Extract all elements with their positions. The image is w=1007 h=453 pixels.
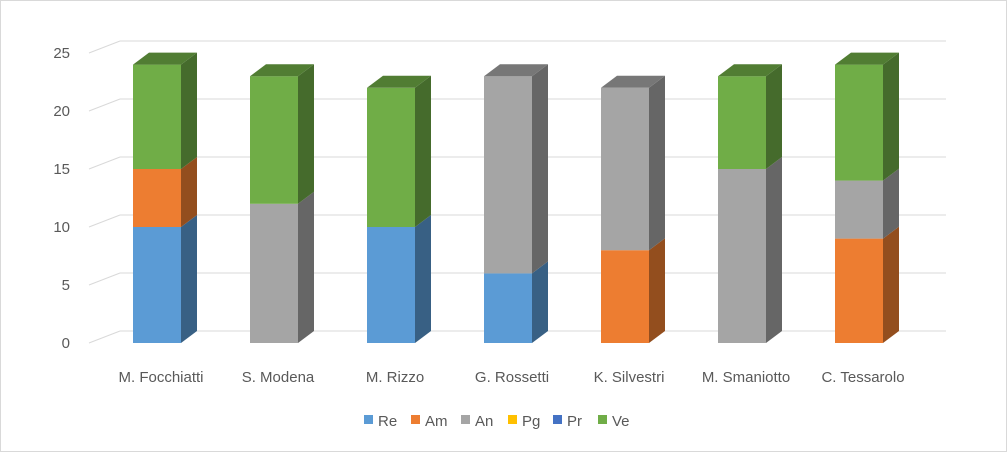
y-axis-ticks: 0 5 10 15 20 25 [53, 45, 70, 352]
gridline-depth [88, 330, 121, 344]
legend-label: Pr [567, 413, 582, 430]
x-tick-label: M. Focchiatti [118, 369, 203, 386]
legend-swatch [598, 415, 607, 424]
legend: Re Am An Pg Pr Ve [364, 413, 630, 430]
x-tick-label: G. Rossetti [475, 369, 549, 386]
bar-segment-ve [835, 52, 899, 181]
bar-segment-am [133, 157, 197, 227]
x-tick-label: C. Tessarolo [821, 369, 904, 386]
legend-item-pg: Pg [508, 413, 540, 430]
legend-swatch [508, 415, 517, 424]
x-tick-label: M. Rizzo [366, 369, 424, 386]
legend-swatch [364, 415, 373, 424]
x-axis-labels: M. Focchiatti S. Modena M. Rizzo G. Rossett… [118, 369, 904, 386]
bar-segment-ve [133, 52, 197, 169]
legend-swatch [461, 415, 470, 424]
bar-segment-ve [367, 75, 431, 227]
legend-item-re: Re [364, 413, 397, 430]
gridline-depth [88, 272, 121, 286]
legend-label: Ve [612, 413, 630, 430]
gridline-depth [88, 214, 121, 228]
legend-item-pr: Pr [553, 413, 582, 430]
bar-segment-re [367, 215, 431, 343]
y-tick-label: 0 [62, 335, 70, 352]
bar-segment-re [484, 261, 548, 343]
bar-segment-an [718, 157, 782, 343]
bar-segment-am [601, 238, 665, 343]
y-tick-label: 15 [53, 161, 70, 178]
x-tick-label: K. Silvestri [594, 369, 665, 386]
bar-segment-ve [718, 64, 782, 169]
legend-item-an: An [461, 413, 493, 430]
gridline-depth [88, 98, 121, 112]
bar-segment-an [250, 191, 314, 343]
legend-label: Am [425, 413, 448, 430]
y-tick-label: 5 [62, 277, 70, 294]
legend-label: An [475, 413, 493, 430]
legend-item-ve: Ve [598, 413, 630, 430]
bar-segment-an [835, 168, 899, 239]
gridline-depth [88, 156, 121, 170]
y-tick-label: 10 [53, 219, 70, 236]
x-tick-label: M. Smaniotto [702, 369, 790, 386]
legend-label: Pg [522, 413, 540, 430]
bars [133, 52, 899, 343]
bar-segment-an [484, 64, 548, 274]
legend-swatch [411, 415, 420, 424]
legend-swatch [553, 415, 562, 424]
bar-segment-am [835, 226, 899, 343]
bar-segment-ve [250, 64, 314, 204]
gridline-depth [88, 40, 121, 54]
y-tick-label: 20 [53, 103, 70, 120]
bar-segment-an [601, 75, 665, 251]
bar-segment-re [133, 215, 197, 343]
legend-item-am: Am [411, 413, 448, 430]
legend-label: Re [378, 413, 397, 430]
x-tick-label: S. Modena [242, 369, 315, 386]
y-tick-label: 25 [53, 45, 70, 62]
